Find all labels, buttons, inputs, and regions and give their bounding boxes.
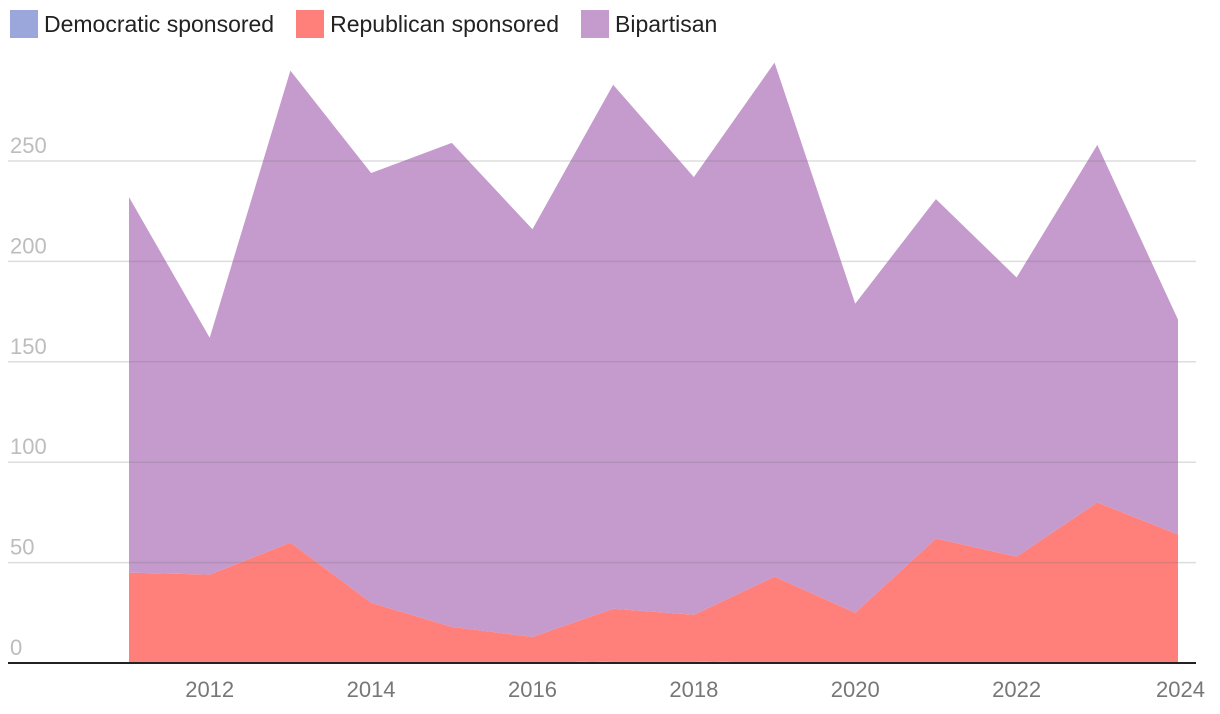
x-tick-label-2016: 2016 (508, 677, 557, 702)
legend-label-bipartisan: Bipartisan (615, 10, 718, 37)
legend-swatch-democratic (10, 10, 38, 38)
area-series (129, 62, 1178, 663)
legend-item-republican[interactable]: Republican sponsored (296, 10, 559, 38)
legend-swatch-republican (296, 10, 325, 38)
x-tick-label-2022: 2022 (992, 677, 1041, 702)
x-tick-label-2024: 2024 (1156, 677, 1205, 702)
legend-label-republican: Republican sponsored (330, 10, 559, 37)
x-tick-label-2014: 2014 (347, 677, 396, 702)
legend-label-democratic: Democratic sponsored (44, 10, 275, 37)
y-tick-label-50: 50 (10, 535, 34, 560)
legend: Democratic sponsored Republican sponsore… (10, 10, 739, 38)
gridlines-overlay (8, 160, 1196, 564)
area-republican[interactable] (129, 502, 1178, 663)
y-tick-label-0: 0 (10, 635, 22, 660)
y-tick-label-100: 100 (10, 434, 47, 459)
legend-item-democratic[interactable]: Democratic sponsored (10, 10, 274, 38)
y-tick-label-150: 150 (10, 334, 47, 359)
x-axis-ticks: 2012 2014 2016 2018 2020 2022 2024 (185, 677, 1205, 702)
area-democratic[interactable] (129, 660, 1178, 663)
y-tick-label-250: 250 (10, 133, 47, 158)
area-bipartisan[interactable] (129, 62, 1178, 637)
legend-item-bipartisan[interactable]: Bipartisan (581, 10, 717, 38)
x-tick-label-2012: 2012 (185, 677, 234, 702)
y-tick-label-200: 200 (10, 233, 47, 258)
legend-swatch-bipartisan (581, 10, 609, 38)
x-tick-label-2020: 2020 (831, 677, 880, 702)
x-tick-label-2018: 2018 (669, 677, 718, 702)
y-axis-ticks: 0 50 100 150 200 250 (10, 133, 47, 660)
